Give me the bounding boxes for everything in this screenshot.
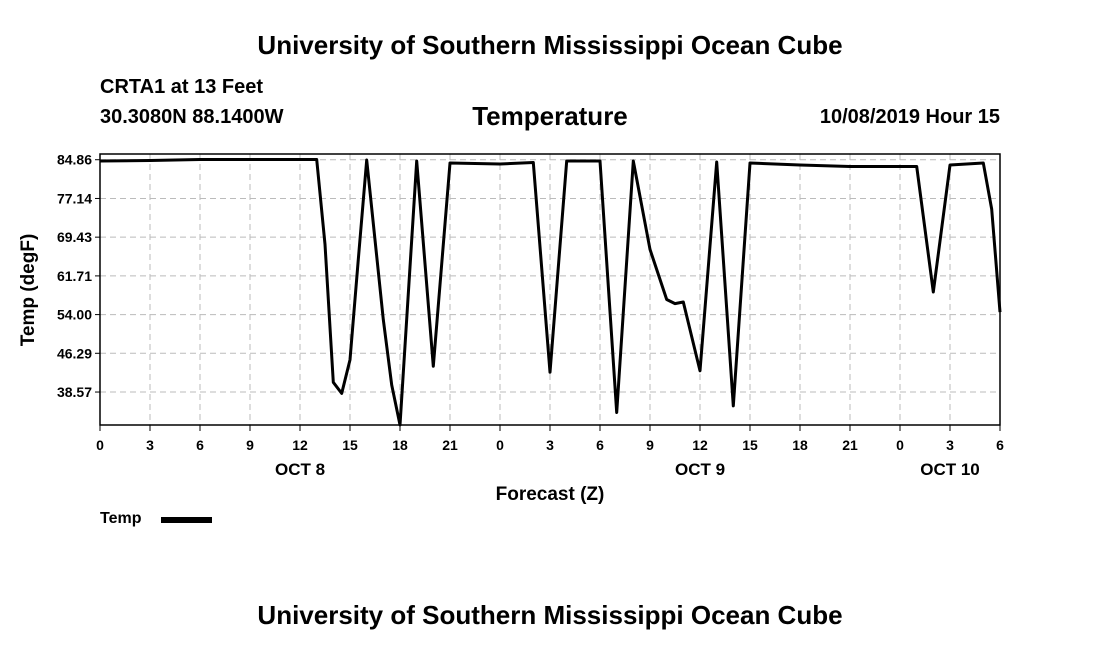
legend-label: Temp bbox=[100, 510, 142, 527]
y-axis-label: Temp (degF) bbox=[18, 234, 39, 347]
date-label: OCT 9 bbox=[675, 460, 725, 479]
footer-title: University of Southern Mississippi Ocean… bbox=[257, 600, 843, 630]
x-tick-label: 0 bbox=[896, 437, 904, 453]
x-tick-label: 0 bbox=[96, 437, 104, 453]
chart-title: Temperature bbox=[472, 101, 628, 131]
x-tick-label: 3 bbox=[146, 437, 154, 453]
temp-series-line bbox=[99, 158, 1002, 427]
x-tick-label: 15 bbox=[742, 437, 758, 453]
x-tick-label: 21 bbox=[842, 437, 858, 453]
y-tick-label: 38.57 bbox=[57, 384, 92, 400]
y-axis-ticks: 84.86 77.14 69.43 61.71 54.00 46.29 38.57 bbox=[57, 152, 100, 400]
y-tick-label: 77.14 bbox=[57, 190, 92, 206]
legend-swatch bbox=[161, 517, 212, 523]
x-tick-label: 21 bbox=[442, 437, 458, 453]
station-label: CRTA1 at 13 Feet bbox=[100, 76, 264, 98]
date-labels: OCT 8 OCT 9 OCT 10 bbox=[275, 460, 980, 479]
x-tick-label: 12 bbox=[292, 437, 308, 453]
x-tick-label: 6 bbox=[196, 437, 204, 453]
x-tick-label: 3 bbox=[546, 437, 554, 453]
station-coordinates: 30.3080N 88.1400W bbox=[100, 106, 284, 128]
x-tick-label: 18 bbox=[792, 437, 808, 453]
x-axis-label: Forecast (Z) bbox=[496, 484, 605, 505]
x-axis-ticks: 0 3 6 9 12 15 18 21 0 3 6 9 12 15 18 21 0 3 6 bbox=[96, 425, 1004, 453]
x-tick-label: 9 bbox=[646, 437, 654, 453]
x-tick-label: 6 bbox=[996, 437, 1004, 453]
date-label: OCT 10 bbox=[920, 460, 980, 479]
y-tick-label: 54.00 bbox=[57, 307, 92, 323]
x-tick-label: 12 bbox=[692, 437, 708, 453]
forecast-datetime: 10/08/2019 Hour 15 bbox=[819, 106, 1000, 128]
x-tick-label: 6 bbox=[596, 437, 604, 453]
grid-lines bbox=[100, 154, 1000, 425]
date-label: OCT 8 bbox=[275, 460, 325, 479]
x-tick-label: 0 bbox=[496, 437, 504, 453]
x-tick-label: 3 bbox=[946, 437, 954, 453]
y-tick-label: 69.43 bbox=[57, 229, 92, 245]
y-tick-label: 84.86 bbox=[57, 152, 92, 168]
x-tick-label: 15 bbox=[342, 437, 358, 453]
y-tick-label: 46.29 bbox=[57, 345, 92, 361]
y-tick-label: 61.71 bbox=[57, 268, 92, 284]
x-tick-label: 18 bbox=[392, 437, 408, 453]
page-title: University of Southern Mississippi Ocean… bbox=[257, 30, 843, 60]
x-tick-label: 9 bbox=[246, 437, 254, 453]
